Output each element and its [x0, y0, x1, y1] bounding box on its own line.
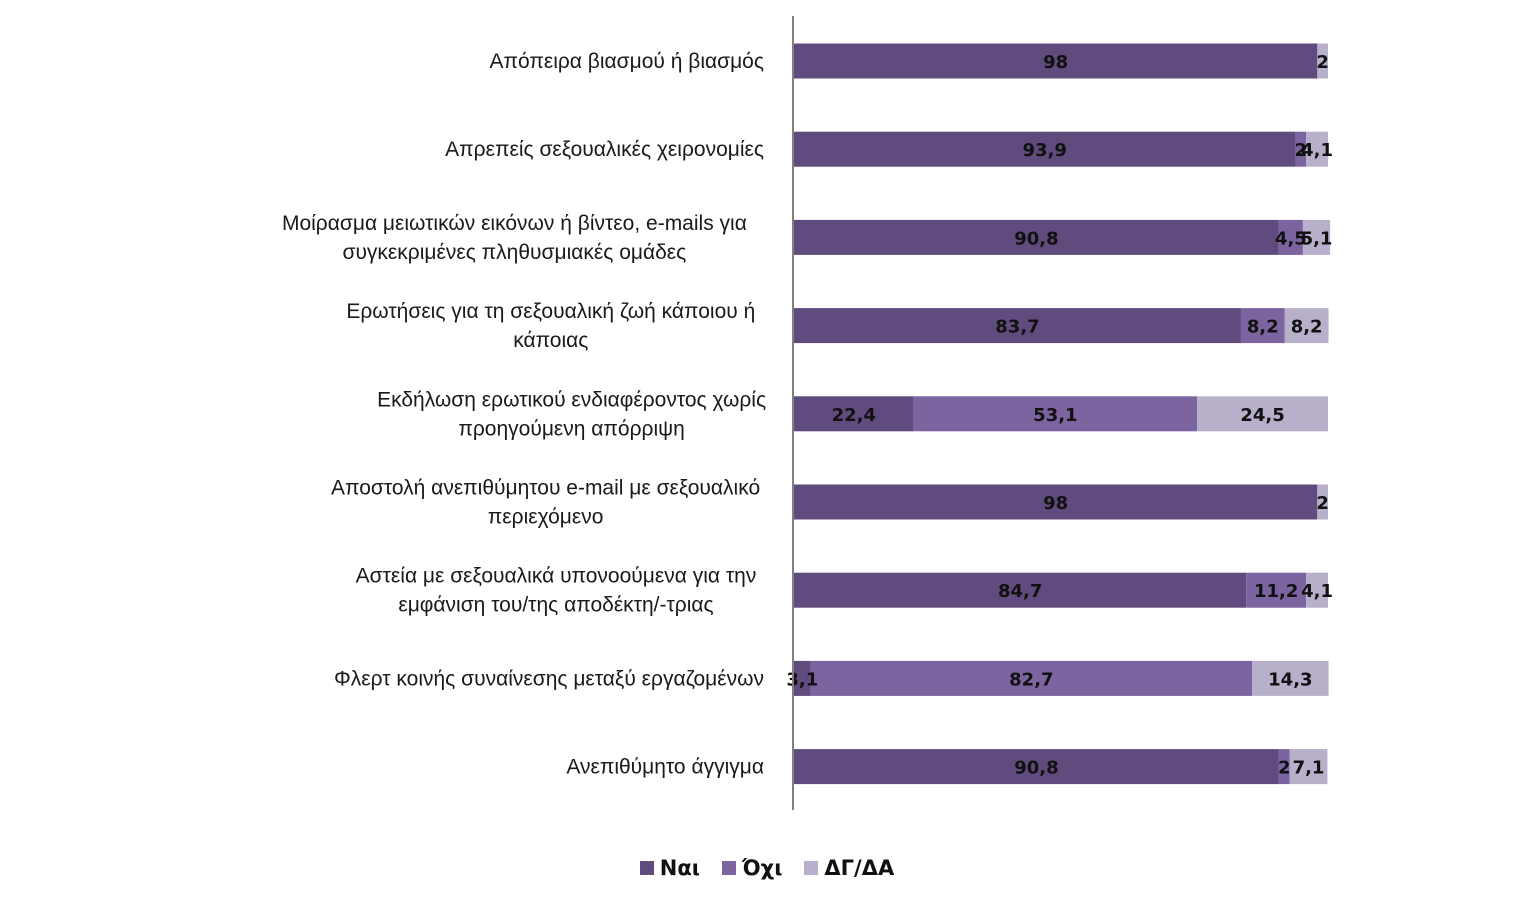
data-label: 84,7 — [998, 581, 1042, 602]
bar-segment-yes — [794, 484, 1318, 520]
category-label: Φλερτ κοινής συναίνεσης μεταξύ εργαζομέν… — [334, 667, 764, 690]
bar-segment-no — [1278, 219, 1303, 255]
category-label: Εκδήλωση ερωτικού ενδιαφέροντος χωρίς προ… — [377, 388, 766, 440]
data-label: 98 — [1043, 493, 1068, 514]
data-label: 2 — [1295, 140, 1308, 161]
stacked-bar-chart: Απόπειρα βιασμού ή βιασμός Απρεπείς σεξου… — [282, 16, 1333, 810]
category-label: Αποστολή ανεπιθύμητου e-mail με σεξουαλι… — [331, 477, 760, 529]
category-label: Αστεία με σεξουαλικά υπονοούμενα για την… — [356, 565, 757, 617]
bar-segment-yes — [794, 131, 1296, 167]
bar-segment-dont-know — [1252, 660, 1329, 696]
data-label: 5,1 — [1301, 228, 1333, 249]
data-label: 2 — [1278, 758, 1291, 779]
data-label: 11,2 — [1254, 581, 1298, 602]
category-label: Ερωτήσεις για τη σεξουαλική ζωή κάποιου … — [346, 300, 755, 352]
bar-segment-yes — [794, 749, 1279, 785]
legend-label-yes: Ναι — [659, 856, 700, 880]
bar-segment-no — [1246, 572, 1307, 608]
category-label: Απρεπείς σεξουαλικές χειρονομίες — [445, 138, 764, 161]
data-label: 4,1 — [1301, 140, 1333, 161]
bar-segment-yes — [794, 43, 1318, 79]
bar-segment-dont-know — [1317, 43, 1328, 79]
data-label: 22,4 — [832, 405, 876, 426]
data-label: 4,1 — [1301, 581, 1333, 602]
data-label: 90,8 — [1014, 228, 1058, 249]
legend: Ναι Όχι ΔΓ/ΔΑ — [0, 856, 1534, 880]
data-label: 90,8 — [1014, 758, 1058, 779]
legend-label-no: Όχι — [741, 856, 783, 880]
legend-item-no: Όχι — [721, 856, 783, 880]
data-label: 82,7 — [1009, 669, 1053, 690]
category-labels-layer: Απόπειρα βιασμού ή βιασμός Απρεπείς σεξου… — [282, 50, 766, 779]
legend-item-yes: Ναι — [639, 856, 700, 880]
bar-segment-no — [1240, 308, 1285, 344]
bar-segment-dont-know — [1284, 308, 1329, 344]
bar-segment-dont-know — [1289, 749, 1328, 785]
data-label: 93,9 — [1023, 140, 1067, 161]
bar-segment-dont-know — [1317, 484, 1328, 520]
data-labels-layer: 98 293,9 24,190,8 4,55,183,7 8,2 8,222,4 53,1 2… — [786, 52, 1333, 779]
data-label: 2 — [1316, 52, 1329, 73]
bar-segment-yes — [794, 396, 914, 432]
legend-swatch-no — [721, 861, 736, 875]
data-label: 83,7 — [995, 317, 1039, 338]
bars-layer — [794, 43, 1331, 785]
data-label: 4,5 — [1275, 228, 1307, 249]
data-label: 24,5 — [1240, 405, 1284, 426]
bar-segment-no — [1295, 131, 1307, 167]
bar-segment-no — [1278, 749, 1290, 785]
bar-segment-dont-know — [1306, 572, 1328, 608]
bar-segment-no — [810, 660, 1253, 696]
data-label: 8,2 — [1291, 317, 1323, 338]
bar-segment-dont-know — [1306, 131, 1328, 167]
bar-segment-yes — [794, 660, 811, 696]
legend-item-dont-know: ΔΓ/ΔΑ — [804, 856, 894, 880]
bar-segment-dont-know — [1197, 396, 1328, 432]
bar-segment-yes — [794, 219, 1279, 255]
data-label: 7,1 — [1293, 758, 1325, 779]
data-label: 2 — [1316, 493, 1329, 514]
legend-swatch-yes — [639, 861, 654, 875]
data-label: 8,2 — [1247, 317, 1279, 338]
legend-swatch-dont-know — [804, 861, 819, 875]
legend-label-dont-know: ΔΓ/ΔΑ — [824, 856, 895, 880]
category-label: Ανεπιθύμητο άγγιγμα — [566, 756, 764, 779]
data-label: 98 — [1043, 52, 1068, 73]
bar-segment-no — [913, 396, 1198, 432]
data-label: 14,3 — [1268, 669, 1312, 690]
bar-segment-dont-know — [1302, 219, 1331, 255]
category-label: Μοίρασμα μειωτικών εικόνων ή βίντεο, e-m… — [282, 212, 747, 264]
data-label: 53,1 — [1033, 405, 1077, 426]
data-label: 3,1 — [786, 669, 818, 690]
bar-segment-yes — [794, 572, 1247, 608]
bar-segment-yes — [794, 308, 1241, 344]
category-label: Απόπειρα βιασμού ή βιασμός — [489, 50, 764, 73]
